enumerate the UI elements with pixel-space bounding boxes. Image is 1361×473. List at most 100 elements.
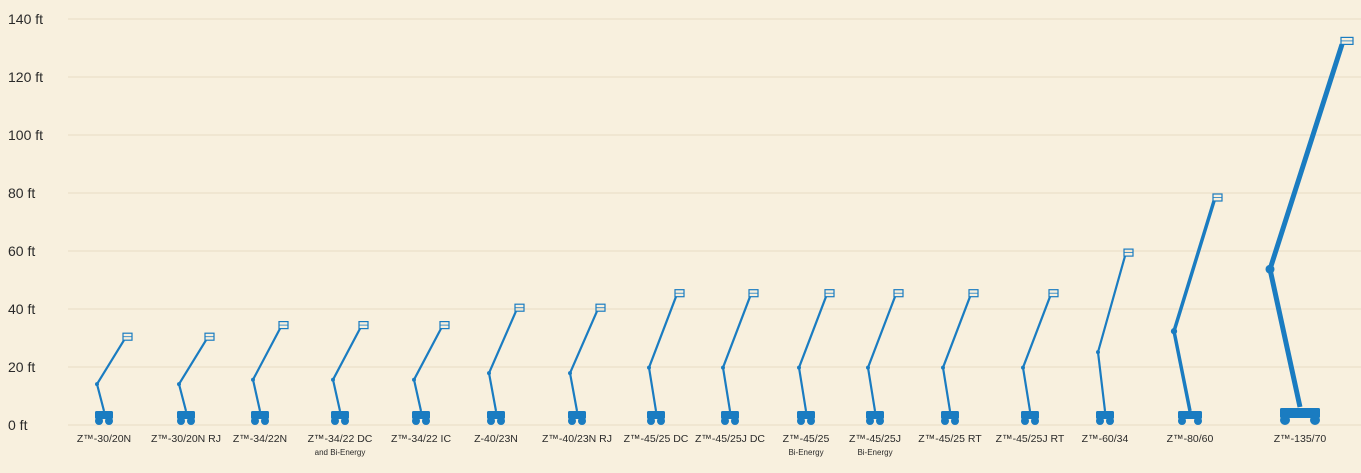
lift-wheel <box>578 417 586 425</box>
lift-wheel <box>1194 417 1202 425</box>
category-label: Z™-34/22 IC <box>391 433 452 445</box>
lift-mark <box>568 303 606 425</box>
lift-wheel <box>647 417 655 425</box>
category-label: Z™-45/25 <box>783 433 830 445</box>
lift-boom-joint <box>487 371 491 376</box>
y-tick-label: 120 ft <box>8 69 43 85</box>
lift-mark <box>331 321 369 425</box>
lift-mark <box>95 332 133 425</box>
lift-wheel <box>187 417 195 425</box>
lift-boom <box>941 296 972 412</box>
lift-boom-joint <box>568 371 572 376</box>
y-tick-label: 40 ft <box>8 301 35 317</box>
lift-boom <box>331 328 361 412</box>
lift-wheel <box>341 417 349 425</box>
lift-boom-joint <box>1265 264 1275 274</box>
lift-mark <box>647 289 685 425</box>
lift-base <box>647 411 665 419</box>
y-tick-label: 20 ft <box>8 359 35 375</box>
lift-wheel <box>941 417 949 425</box>
category-sublabel: Bi-Energy <box>788 448 823 457</box>
y-tick-label: 0 ft <box>8 417 28 433</box>
lift-wheel <box>1021 417 1029 425</box>
lift-boom <box>568 310 599 412</box>
lift-wheel <box>487 417 495 425</box>
lift-base <box>568 411 586 419</box>
lift-boom-joint <box>1021 365 1025 370</box>
category-label: Z™-34/22 DC <box>308 433 373 445</box>
lift-wheel <box>412 417 420 425</box>
lift-wheel <box>797 417 805 425</box>
lift-mark <box>251 321 289 425</box>
lift-mark <box>1096 248 1134 425</box>
category-label: Z-40/23N <box>474 433 518 445</box>
lift-base <box>331 411 349 419</box>
lift-wheel <box>251 417 259 425</box>
lift-base <box>251 411 269 419</box>
lift-mark <box>412 321 450 425</box>
lift-wheel <box>105 417 113 425</box>
lift-wheel <box>731 417 739 425</box>
lift-boom-joint <box>797 365 801 370</box>
lift-boom <box>797 296 828 412</box>
lift-boom-joint <box>95 382 99 387</box>
lift-boom-joint <box>721 365 725 370</box>
category-label: Z™-135/70 <box>1274 433 1327 445</box>
lift-mark <box>797 289 835 425</box>
category-label: Z™-45/25 DC <box>624 433 689 445</box>
lift-wheel <box>422 417 430 425</box>
lift-mark <box>1021 289 1059 425</box>
category-label: Z™-60/34 <box>1082 433 1129 445</box>
category-label: Z™-30/20N <box>77 433 131 445</box>
category-label: Z™-45/25 RT <box>918 433 982 445</box>
lift-base <box>1096 411 1114 419</box>
lift-base <box>941 411 959 419</box>
lift-mark <box>487 303 525 425</box>
lift-boom <box>1172 200 1216 412</box>
lift-boom <box>412 328 442 412</box>
y-tick-label: 140 ft <box>8 11 43 27</box>
lift-wheel <box>876 417 884 425</box>
lift-wheel <box>1096 417 1104 425</box>
lift-mark <box>866 289 904 425</box>
lift-wheel <box>331 417 339 425</box>
category-label: Z™-40/23N RJ <box>542 433 612 445</box>
lift-boom-joint <box>251 377 255 382</box>
lift-wheel <box>261 417 269 425</box>
lift-boom <box>866 296 897 412</box>
lift-boom <box>721 296 752 412</box>
lift-boom-joint <box>331 377 335 382</box>
lift-boom <box>251 328 281 412</box>
lift-wheel <box>951 417 959 425</box>
y-tick-label: 60 ft <box>8 243 35 259</box>
category-label: Z™-30/20N RJ <box>151 433 221 445</box>
gridlines <box>68 18 1361 426</box>
y-tick-label: 100 ft <box>8 127 43 143</box>
category-sublabel: Bi-Energy <box>857 448 892 457</box>
lift-mark <box>721 289 759 425</box>
category-label: Z™-45/25J <box>849 433 901 445</box>
lift-base <box>866 411 884 419</box>
lift-marks <box>95 36 1354 425</box>
lift-boom <box>1096 255 1127 412</box>
lift-base <box>1178 411 1202 419</box>
lift-boom <box>95 339 125 412</box>
lift-base <box>95 411 113 419</box>
lift-boom <box>177 339 207 412</box>
lift-boom <box>487 310 518 412</box>
lift-wheel <box>807 417 815 425</box>
category-label: Z™-80/60 <box>1167 433 1214 445</box>
lift-wheel <box>657 417 665 425</box>
lift-boom <box>1267 43 1345 408</box>
lift-wheel <box>1106 417 1114 425</box>
lift-mark <box>177 332 215 425</box>
lift-boom-joint <box>1170 328 1178 335</box>
y-tick-label: 80 ft <box>8 185 35 201</box>
lift-mark <box>941 289 979 425</box>
lift-base <box>721 411 739 419</box>
category-label: Z™-45/25J RT <box>996 433 1065 445</box>
lift-boom-joint <box>1096 350 1100 355</box>
lift-base <box>412 411 430 419</box>
lift-boom-joint <box>941 365 945 370</box>
